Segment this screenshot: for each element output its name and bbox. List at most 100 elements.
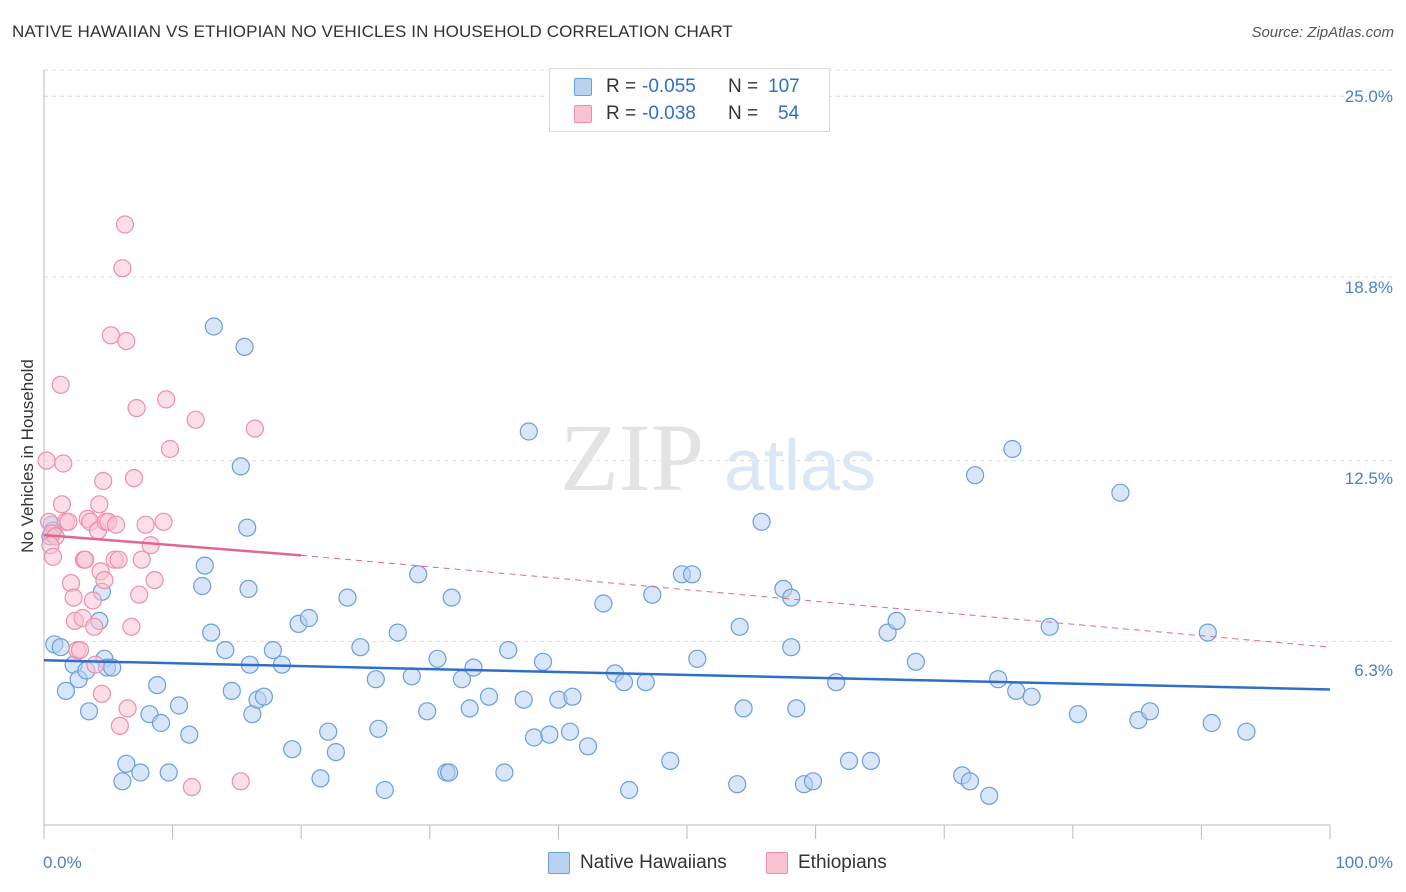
point-native-hawaiian bbox=[728, 775, 747, 794]
point-native-hawaiian bbox=[51, 638, 70, 657]
point-native-hawaiian bbox=[960, 772, 980, 791]
point-native-hawaiian bbox=[113, 772, 132, 791]
point-native-hawaiian bbox=[524, 728, 544, 747]
point-native-hawaiian bbox=[965, 466, 985, 485]
point-native-hawaiian bbox=[661, 751, 680, 771]
point-ethiopian bbox=[231, 772, 250, 791]
point-native-hawaiian bbox=[338, 588, 357, 607]
point-native-hawaiian bbox=[560, 722, 580, 741]
point-ethiopian bbox=[51, 375, 70, 394]
point-native-hawaiian bbox=[906, 652, 926, 671]
point-native-hawaiian bbox=[861, 751, 881, 771]
legend-r-label: R = bbox=[606, 103, 637, 124]
point-native-hawaiian bbox=[195, 556, 214, 575]
point-native-hawaiian bbox=[594, 594, 613, 613]
point-native-hawaiian bbox=[159, 763, 178, 782]
point-native-hawaiian bbox=[235, 337, 254, 356]
point-ethiopian bbox=[186, 410, 205, 429]
point-ethiopian bbox=[132, 550, 151, 569]
point-ethiopian bbox=[54, 454, 73, 473]
point-ethiopian bbox=[157, 390, 176, 409]
point-native-hawaiian bbox=[1111, 483, 1130, 502]
point-native-hawaiian bbox=[326, 742, 345, 762]
point-native-hawaiian bbox=[283, 740, 302, 759]
point-ethiopian bbox=[64, 588, 83, 607]
point-native-hawaiian bbox=[311, 769, 330, 788]
y-tick-6-3: 6.3% bbox=[1354, 661, 1393, 680]
point-native-hawaiian bbox=[533, 652, 553, 671]
point-native-hawaiian bbox=[827, 673, 846, 692]
point-ethiopian bbox=[141, 536, 160, 555]
point-ethiopian bbox=[182, 777, 201, 797]
point-native-hawaiian bbox=[563, 687, 582, 706]
series-native-hawaiians bbox=[41, 317, 1256, 805]
point-native-hawaiian bbox=[1140, 702, 1160, 721]
point-ethiopian bbox=[115, 215, 135, 234]
point-native-hawaiian bbox=[643, 585, 662, 604]
point-native-hawaiian bbox=[117, 754, 136, 773]
point-native-hawaiian bbox=[222, 681, 241, 701]
bottom-swatch-blue bbox=[548, 852, 570, 874]
point-native-hawaiian bbox=[514, 690, 533, 709]
point-native-hawaiian bbox=[803, 772, 823, 791]
point-ethiopian bbox=[136, 515, 155, 534]
point-ethiopian bbox=[52, 495, 72, 514]
series-ethiopians bbox=[37, 215, 264, 797]
point-native-hawaiian bbox=[254, 687, 273, 706]
bottom-legend-ethiopians: Ethiopians bbox=[766, 852, 887, 874]
point-native-hawaiian bbox=[151, 713, 171, 733]
legend-n-value: 54 bbox=[778, 103, 800, 124]
point-native-hawaiian bbox=[540, 725, 559, 744]
point-ethiopian bbox=[90, 495, 109, 514]
watermark-zip: ZIP bbox=[560, 404, 704, 511]
point-native-hawaiian bbox=[499, 640, 518, 660]
point-native-hawaiian bbox=[1202, 713, 1221, 733]
point-native-hawaiian bbox=[1198, 623, 1217, 642]
point-native-hawaiian bbox=[636, 673, 655, 692]
point-native-hawaiian bbox=[614, 673, 634, 692]
trend-ethiopians-extension bbox=[301, 554, 1331, 648]
point-ethiopian bbox=[113, 259, 132, 278]
trend-ethiopians bbox=[43, 533, 302, 557]
point-native-hawaiian bbox=[460, 699, 479, 718]
point-ethiopian bbox=[110, 716, 130, 736]
point-native-hawaiian bbox=[202, 623, 221, 642]
point-native-hawaiian bbox=[428, 649, 447, 668]
point-ethiopian bbox=[94, 471, 113, 491]
bottom-legend-label: Ethiopians bbox=[798, 852, 887, 873]
point-ethiopian bbox=[70, 640, 90, 660]
point-native-hawaiian bbox=[216, 640, 235, 660]
point-ethiopian bbox=[37, 451, 56, 470]
point-ethiopian bbox=[92, 684, 112, 703]
y-tick-18-8: 18.8% bbox=[1344, 278, 1393, 297]
point-native-hawaiian bbox=[1068, 705, 1088, 724]
point-native-hawaiian bbox=[238, 518, 257, 537]
point-native-hawaiian bbox=[204, 317, 223, 336]
point-native-hawaiian bbox=[131, 763, 150, 782]
legend-row-ethiopians: R = -0.038 N = 54 bbox=[574, 102, 799, 126]
point-ethiopian bbox=[83, 591, 103, 610]
point-ethiopian bbox=[160, 439, 180, 459]
legend-r-label: R = bbox=[606, 76, 637, 97]
point-ethiopian bbox=[76, 550, 95, 569]
point-native-hawaiian bbox=[148, 675, 167, 695]
legend-swatch-blue bbox=[574, 78, 592, 96]
point-native-hawaiian bbox=[231, 457, 250, 476]
point-native-hawaiian bbox=[402, 667, 421, 686]
point-ethiopian bbox=[85, 617, 104, 636]
source-label: Source: ZipAtlas.com bbox=[1251, 24, 1394, 41]
point-ethiopian bbox=[122, 617, 141, 636]
point-native-hawaiian bbox=[752, 512, 771, 531]
point-ethiopian bbox=[101, 326, 121, 345]
point-native-hawaiian bbox=[351, 638, 370, 657]
point-ethiopian bbox=[59, 512, 78, 531]
trend-native-hawaiians bbox=[43, 659, 1331, 691]
point-native-hawaiian bbox=[409, 565, 428, 584]
legend-r-value: -0.038 bbox=[642, 103, 696, 124]
point-ethiopian bbox=[154, 512, 173, 531]
legend-row-native-hawaiians: R = -0.055 N = 107 bbox=[574, 75, 800, 99]
point-native-hawaiian bbox=[79, 702, 99, 721]
point-native-hawaiian bbox=[1237, 722, 1256, 741]
point-native-hawaiian bbox=[479, 687, 499, 706]
point-native-hawaiian bbox=[989, 670, 1008, 689]
